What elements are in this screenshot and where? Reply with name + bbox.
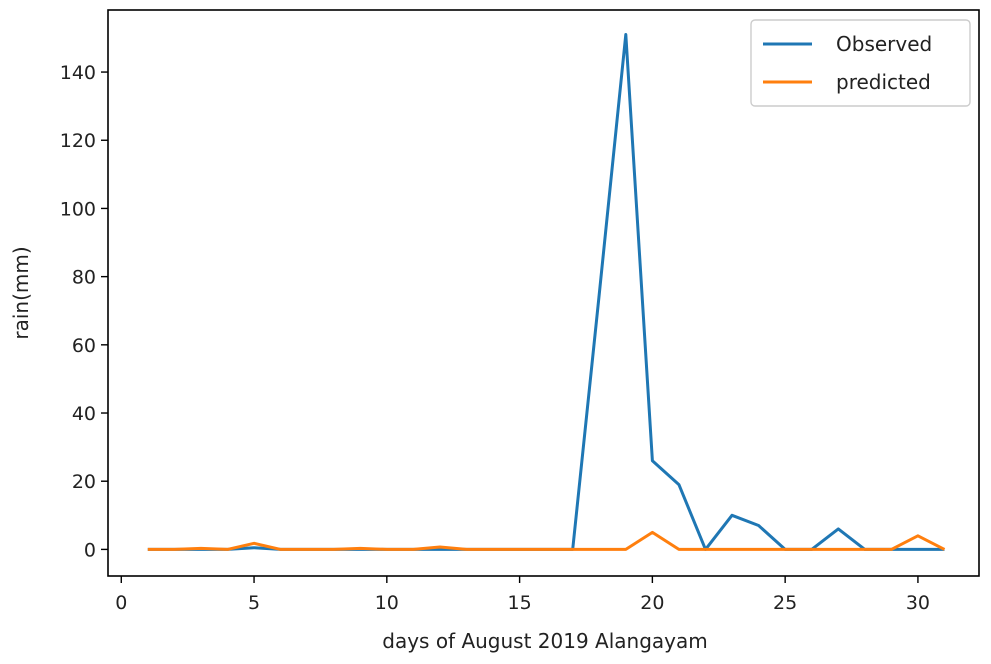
legend: Observed predicted (750, 19, 971, 107)
x-tick-label: 0 (115, 592, 127, 614)
y-tick-label: 100 (60, 198, 96, 220)
y-tick-label: 140 (60, 62, 96, 84)
y-tick-label: 60 (72, 335, 96, 357)
x-tick-label: 20 (640, 592, 664, 614)
x-tick-label: 30 (906, 592, 930, 614)
y-axis-label: rain(mm) (9, 246, 33, 339)
y-tick-label: 80 (72, 267, 96, 289)
legend-label-observed: Observed (836, 32, 932, 56)
series-layer (147, 33, 946, 551)
series-line-predicted (147, 530, 946, 551)
y-tick-label: 120 (60, 130, 96, 152)
y-tick-label: 0 (84, 539, 96, 561)
x-axis: 0 5 10 15 20 25 30 (115, 576, 930, 614)
x-tick-label: 15 (508, 592, 532, 614)
x-axis-label: days of August 2019 Alangayam (382, 629, 708, 653)
y-axis: 0 20 40 60 80 100 120 140 (60, 62, 108, 561)
legend-box (750, 19, 971, 107)
plot-frame (107, 9, 980, 577)
y-tick-label: 40 (72, 403, 96, 425)
legend-label-predicted: predicted (836, 70, 931, 94)
x-tick-label: 5 (248, 592, 260, 614)
x-tick-label: 25 (773, 592, 797, 614)
y-tick-label: 20 (72, 471, 96, 493)
series-line-observed (147, 33, 945, 551)
x-tick-label: 10 (375, 592, 399, 614)
